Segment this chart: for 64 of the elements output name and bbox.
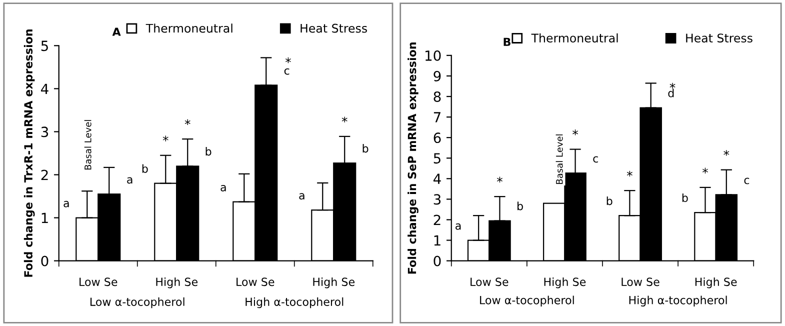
- annotation: Basal Level: [84, 120, 92, 170]
- annotation: *: [342, 116, 348, 122]
- data-label: b: [518, 202, 523, 210]
- y-tick-label: 3: [41, 126, 48, 138]
- data-label: d: [668, 88, 674, 98]
- chart-title: A: [112, 28, 121, 36]
- data-label: b: [142, 164, 148, 173]
- annotation: *: [626, 170, 632, 177]
- data-label: c: [744, 178, 750, 184]
- y-tick-label: 8: [434, 91, 441, 102]
- data-label: a: [64, 200, 69, 208]
- data-label: b: [682, 193, 688, 202]
- x-tick-label: Low Se: [470, 278, 508, 286]
- x-tick-label: High Se: [544, 277, 586, 288]
- annotation: *: [285, 57, 291, 64]
- y-tick-label: 10: [426, 50, 441, 61]
- x-tick-label: High Se: [156, 277, 198, 288]
- y-tick-label: 6: [434, 132, 441, 144]
- y-tick-label: 4: [433, 174, 441, 184]
- y-tick-label: 2: [41, 170, 48, 180]
- text: High α-tocopherol: [629, 296, 727, 306]
- y-axis-title: Fold change in TrxR-1 mRNA expression: [24, 29, 35, 277]
- annotation: *: [162, 136, 168, 142]
- y-tick-label: 1: [42, 212, 48, 224]
- annotation: *: [184, 119, 190, 126]
- annotation: *: [670, 82, 676, 89]
- y-tick-label: 1: [434, 235, 440, 246]
- data-label: a: [127, 177, 132, 184]
- y-tick-label: 0: [41, 256, 48, 266]
- x-tick-label: Low Se: [622, 278, 660, 286]
- data-label: a: [456, 223, 461, 230]
- data-label: c: [284, 68, 290, 75]
- x-tick-label: Low Se: [236, 278, 274, 286]
- y-tick-label: 9: [434, 70, 441, 82]
- x-tick-label: Low Se: [80, 278, 118, 286]
- y-tick-label: 7: [434, 112, 440, 122]
- y-tick-label: 2: [434, 214, 440, 225]
- annotation: Basal Level: [556, 134, 563, 184]
- x-tick-label: High Se: [313, 277, 355, 288]
- legend-label: Thermoneutral: [531, 33, 618, 43]
- annotation: *: [724, 150, 730, 156]
- data-label: a: [220, 184, 226, 192]
- data-label: c: [593, 156, 598, 163]
- data-label: b: [362, 144, 368, 153]
- y-axis-title: Fold change in SeP mRNA expression: [408, 42, 418, 274]
- chart-title: B: [504, 38, 510, 46]
- y-tick-label: 0: [434, 256, 441, 266]
- text: Low α-tocopherol: [90, 297, 184, 308]
- y-tick-label: 4: [40, 84, 48, 94]
- legend-label: Heat Stress: [686, 34, 752, 43]
- legend-label: Thermoneutral: [146, 24, 232, 33]
- annotation: *: [572, 130, 578, 136]
- legend-label: Heat Stress: [300, 24, 367, 33]
- y-tick-label: 5: [434, 153, 440, 164]
- data-label: b: [206, 147, 212, 156]
- annotation: *: [496, 176, 502, 182]
- y-tick-label: 3: [434, 194, 441, 205]
- text: High α-tocopherol: [246, 297, 344, 308]
- text: Low α-tocopherol: [480, 296, 574, 306]
- x-tick-label: High Se: [695, 277, 737, 288]
- data-label: b: [606, 196, 612, 206]
- y-tick-label: 5: [41, 40, 48, 52]
- data-label: a: [299, 193, 304, 200]
- annotation: *: [702, 168, 708, 174]
